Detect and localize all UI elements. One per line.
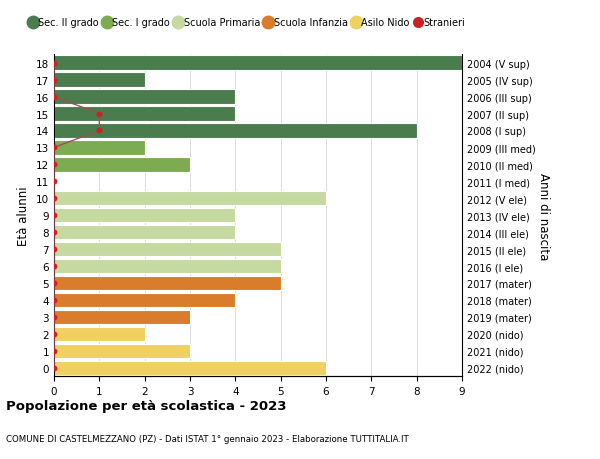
Bar [54, 361, 326, 375]
Bar [54, 208, 235, 223]
Y-axis label: Anni di nascita: Anni di nascita [536, 172, 550, 259]
Point [49, 364, 59, 372]
Point [49, 161, 59, 168]
Point [49, 60, 59, 67]
Bar [54, 124, 416, 138]
Point [95, 111, 104, 118]
Bar [54, 259, 281, 274]
Point [49, 330, 59, 338]
Point [49, 280, 59, 287]
Point [49, 229, 59, 236]
Y-axis label: Età alunni: Età alunni [17, 186, 31, 246]
Bar [54, 141, 145, 155]
Bar [54, 191, 326, 206]
Point [49, 178, 59, 185]
Bar [54, 73, 145, 88]
Point [49, 145, 59, 152]
Point [49, 313, 59, 321]
Bar [54, 90, 235, 105]
Bar [54, 158, 190, 172]
Bar [54, 242, 281, 257]
Point [49, 212, 59, 219]
Point [49, 77, 59, 84]
Bar [54, 327, 145, 341]
Bar [54, 56, 462, 71]
Point [49, 195, 59, 202]
Bar [54, 276, 281, 291]
Bar [54, 225, 235, 240]
Point [49, 246, 59, 253]
Point [49, 347, 59, 355]
Bar [54, 107, 235, 122]
Point [95, 128, 104, 135]
Legend: Sec. II grado, Sec. I grado, Scuola Primaria, Scuola Infanzia, Asilo Nido, Stran: Sec. II grado, Sec. I grado, Scuola Prim… [31, 18, 465, 28]
Point [49, 94, 59, 101]
Bar [54, 310, 190, 325]
Bar [54, 293, 235, 308]
Point [49, 297, 59, 304]
Bar [54, 344, 190, 358]
Text: COMUNE DI CASTELMEZZANO (PZ) - Dati ISTAT 1° gennaio 2023 - Elaborazione TUTTITA: COMUNE DI CASTELMEZZANO (PZ) - Dati ISTA… [6, 434, 409, 443]
Point [49, 263, 59, 270]
Text: Popolazione per età scolastica - 2023: Popolazione per età scolastica - 2023 [6, 399, 287, 412]
